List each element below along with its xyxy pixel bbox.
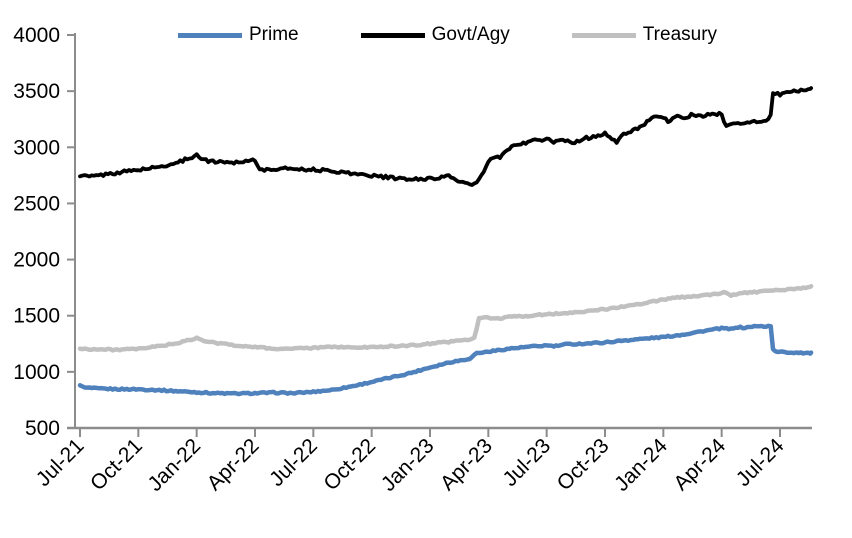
legend-label-treasury: Treasury	[642, 24, 718, 45]
y-tick-label: 3500	[13, 80, 60, 103]
series-line-prime	[77, 323, 814, 397]
legend-item-govt-agy: Govt/Agy	[360, 22, 510, 48]
x-tick-label: Apr-22	[203, 434, 264, 495]
series-line-treasury	[77, 283, 814, 353]
x-tick-label: Oct-23	[553, 434, 614, 495]
x-tick-label: Oct-21	[86, 434, 147, 495]
x-tick-label: Jul-24	[732, 434, 789, 491]
y-tick-label: 4000	[13, 24, 60, 47]
x-tick-label: Jan-22	[144, 434, 206, 496]
x-tick-label: Apr-23	[436, 434, 497, 495]
legend-swatch-treasury-line	[571, 32, 636, 38]
y-tick-label: 1000	[13, 361, 60, 384]
y-tick-label: 2500	[13, 192, 60, 215]
legend-swatch-govt-agy-line	[360, 32, 425, 38]
x-tick-label: Apr-24	[669, 434, 730, 495]
legend-item-treasury: Treasury	[571, 22, 718, 48]
legend-label-prime: Prime	[249, 24, 299, 45]
x-tick-label: Jul-23	[498, 434, 555, 491]
legend-swatch-prime-line	[178, 32, 242, 38]
series-line-govt-agy	[78, 86, 813, 187]
y-tick-label: 500	[25, 417, 60, 440]
x-tick-label: Jul-21	[32, 434, 89, 491]
y-tick-label: 2000	[13, 249, 60, 272]
x-tick-label: Jan-24	[610, 434, 672, 496]
legend-label-govt-agy: Govt/Agy	[431, 24, 510, 45]
y-tick-label: 1500	[13, 305, 60, 328]
legend-item-prime: Prime	[178, 22, 299, 48]
x-tick-label: Jan-23	[377, 434, 439, 496]
x-tick-label: Oct-22	[319, 434, 380, 495]
y-tick-label: 3000	[13, 136, 60, 159]
legend: Prime Govt/Agy Treasury	[178, 22, 717, 48]
x-tick-label: Jul-22	[265, 434, 322, 491]
